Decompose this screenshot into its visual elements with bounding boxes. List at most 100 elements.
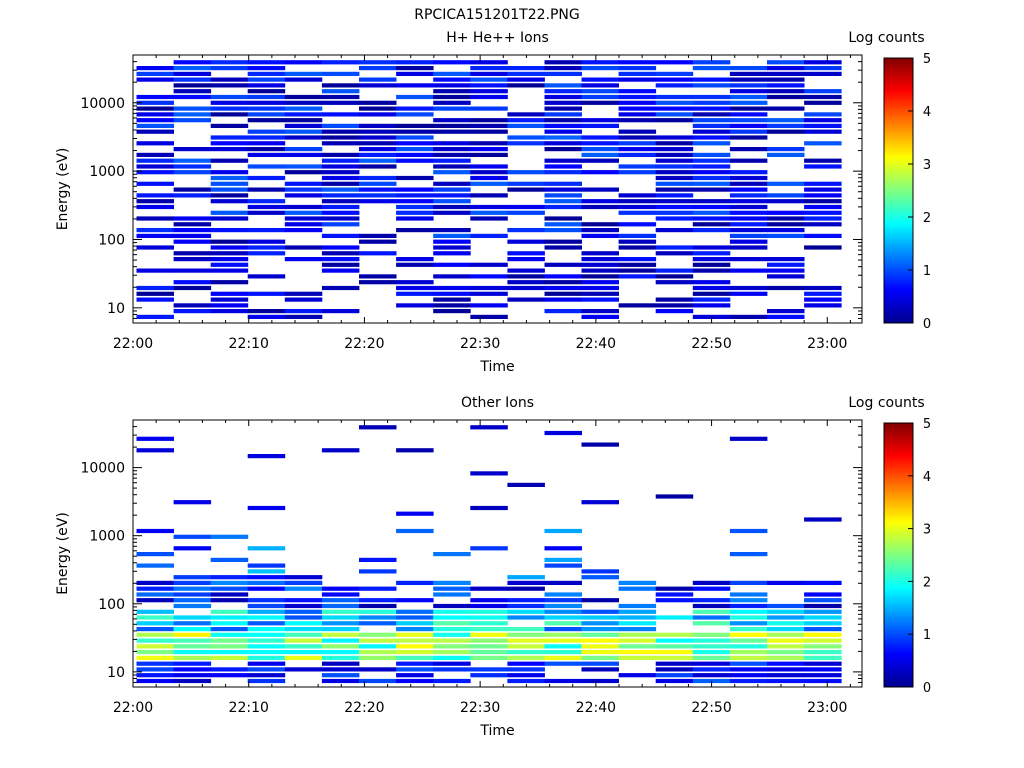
heatmap-cell	[136, 77, 174, 82]
heatmap-cell	[433, 667, 471, 672]
heatmap-cell	[581, 187, 619, 192]
heatmap-cell	[321, 135, 360, 140]
heatmap-cell	[692, 257, 731, 262]
heatmap-cell	[581, 158, 619, 163]
heatmap-cell	[433, 609, 471, 614]
heatmap-cell	[767, 216, 805, 221]
heatmap-cell	[247, 66, 286, 71]
heatmap-cell	[618, 199, 657, 204]
heatmap-cell	[210, 309, 249, 314]
heatmap-cell	[470, 216, 508, 221]
heatmap-cell	[210, 100, 249, 105]
heatmap-cell	[247, 678, 286, 684]
heatmap-cell	[804, 303, 842, 308]
heatmap-cell	[247, 199, 286, 204]
heatmap-cell	[618, 147, 657, 152]
heatmap-cell	[210, 158, 249, 163]
heatmap-cell	[136, 661, 174, 666]
heatmap-cell	[692, 314, 731, 319]
heatmap-cell	[729, 314, 768, 319]
heatmap-cell	[544, 430, 582, 436]
heatmap-cell	[618, 603, 657, 609]
heatmap-cell	[247, 112, 286, 117]
heatmap-cell	[581, 222, 619, 227]
y-tick-label: 10	[107, 665, 125, 681]
heatmap-cell	[581, 100, 619, 105]
x-tick-label: 22:00	[113, 336, 153, 352]
heatmap-cell	[729, 187, 768, 192]
heatmap-cell	[544, 112, 582, 117]
heatmap-cell	[210, 216, 249, 221]
heatmap-cell	[136, 615, 174, 620]
heatmap-cell	[544, 141, 582, 146]
heatmap-cell	[321, 285, 360, 291]
heatmap-cell	[321, 129, 360, 134]
heatmap-cell	[247, 615, 286, 620]
heatmap-cell	[692, 216, 731, 221]
heatmap-cell	[470, 644, 508, 649]
heatmap-cell	[581, 621, 619, 626]
heatmap-cell	[359, 181, 397, 186]
heatmap-cell	[692, 164, 731, 169]
heatmap-cell	[804, 71, 842, 76]
heatmap-cell	[136, 650, 174, 655]
heatmap-cell	[804, 123, 842, 128]
heatmap-cell	[507, 251, 545, 256]
heatmap-cell	[396, 135, 434, 140]
heatmap-cell	[507, 141, 545, 146]
heatmap-cell	[581, 123, 619, 128]
heatmap-cell	[396, 661, 434, 666]
heatmap-cell	[470, 274, 508, 279]
heatmap-cell	[581, 257, 619, 262]
heatmap-cell	[729, 609, 768, 614]
heatmap-cell	[321, 152, 360, 157]
heatmap-cell	[136, 291, 174, 296]
heatmap-cell	[804, 517, 842, 522]
heatmap-cell	[396, 303, 434, 308]
heatmap-cell	[729, 239, 768, 244]
heatmap-cell	[359, 655, 397, 660]
heatmap-cell	[136, 609, 174, 614]
heatmap-cell	[804, 245, 842, 250]
heatmap-cell	[470, 71, 508, 76]
heatmap-cell	[804, 580, 842, 585]
heatmap-cell	[655, 615, 694, 620]
heatmap-cell	[767, 678, 805, 684]
heatmap-cell	[247, 147, 286, 152]
heatmap-cell	[284, 309, 323, 314]
heatmap-cell	[396, 638, 434, 643]
heatmap-cell	[173, 632, 212, 637]
heatmap-cell	[729, 436, 768, 441]
x-tick-label: 22:20	[344, 336, 384, 352]
heatmap-cell	[767, 673, 805, 678]
heatmap-cell	[767, 129, 805, 134]
heatmap-cell	[321, 164, 360, 169]
heatmap-cell	[655, 251, 694, 256]
heatmap-cell	[247, 505, 286, 511]
heatmap-cell	[284, 193, 323, 198]
heatmap-cell	[618, 303, 657, 308]
heatmap-cell	[767, 222, 805, 227]
heatmap-cell	[247, 667, 286, 672]
heatmap-cell	[507, 586, 545, 591]
heatmap-cell	[804, 100, 842, 105]
heatmap-cell	[729, 233, 768, 238]
heatmap-cell	[396, 216, 434, 221]
heatmap-cell	[767, 233, 805, 238]
heatmap-cell	[321, 251, 360, 256]
heatmap-cell	[544, 164, 582, 169]
heatmap-cell	[396, 448, 434, 453]
heatmap-cell	[321, 655, 360, 660]
heatmap-cell	[729, 83, 768, 88]
heatmap-cell	[321, 678, 360, 684]
heatmap-cell	[729, 106, 768, 111]
heatmap-cell	[655, 280, 694, 285]
heatmap-cell	[729, 135, 768, 140]
heatmap-cell	[692, 135, 731, 140]
heatmap-cell	[581, 638, 619, 643]
heatmap-cell	[433, 147, 471, 152]
heatmap-cell	[321, 204, 360, 210]
heatmap-cell	[433, 129, 471, 134]
heatmap-cell	[284, 118, 323, 123]
heatmap-cell	[692, 170, 731, 175]
